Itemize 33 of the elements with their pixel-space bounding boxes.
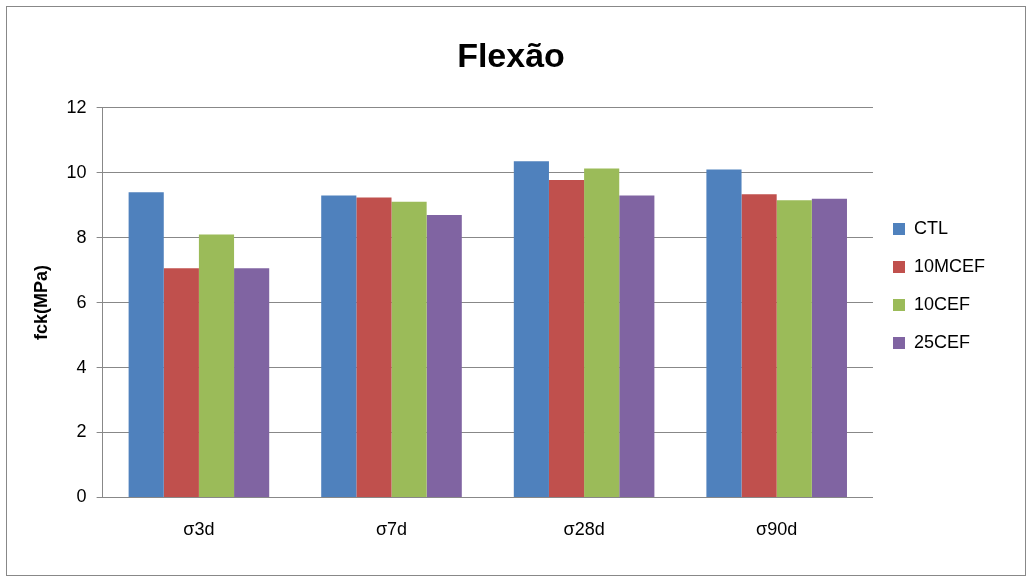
bar [426,214,462,497]
y-tick-label: 4 [76,356,87,377]
bar [513,161,549,497]
chart-title: Flexão [457,35,565,74]
legend-label: 25CEF [913,331,971,352]
bar [584,168,620,497]
y-tick-label: 8 [76,226,87,247]
x-tick-label: σ90d [756,519,798,540]
bar [198,234,235,497]
bar [234,268,270,497]
legend-label: 10CEF [913,293,971,314]
bar [706,169,742,497]
bar [741,194,777,497]
bar [163,268,199,497]
y-tick-label: 0 [76,486,87,507]
y-tick-label: 10 [66,161,87,182]
x-tick-label: σ3d [183,519,215,540]
bar [321,195,357,497]
legend-label: 10MCEF [913,255,985,276]
bar [811,198,847,497]
x-tick-label: σ7d [375,519,408,540]
bar [128,192,164,497]
y-tick-label: 2 [76,421,87,442]
y-tick-label: 12 [66,96,87,117]
y-axis-title: fck(MPa) [30,265,51,341]
bar [356,197,392,497]
x-tick-label: σ28d [563,519,605,540]
bar [548,179,585,497]
bar [776,200,812,497]
bar [619,195,655,497]
legend-label: CTL [913,217,948,238]
y-tick-label: 6 [76,291,87,312]
bar [391,201,427,497]
